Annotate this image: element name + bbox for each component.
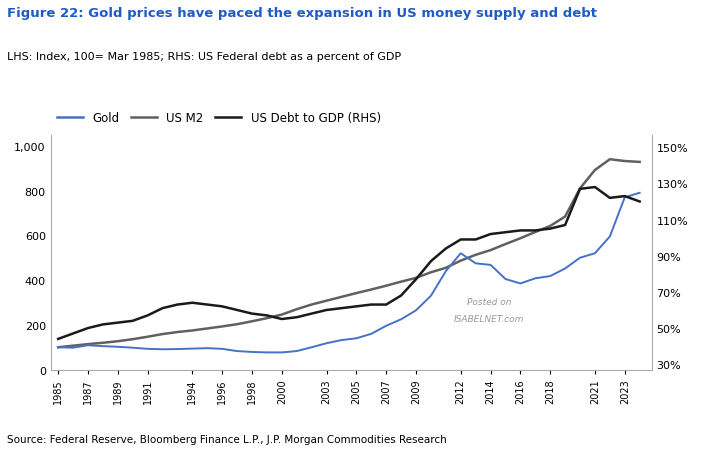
Text: Source: Federal Reserve, Bloomberg Finance L.P., J.P. Morgan Commodities Researc: Source: Federal Reserve, Bloomberg Finan… <box>7 434 447 444</box>
Legend: Gold, US M2, US Debt to GDP (RHS): Gold, US M2, US Debt to GDP (RHS) <box>56 112 381 125</box>
Text: ISABELNET.com: ISABELNET.com <box>454 314 525 323</box>
Text: LHS: Index, 100= Mar 1985; RHS: US Federal debt as a percent of GDP: LHS: Index, 100= Mar 1985; RHS: US Feder… <box>7 52 401 62</box>
Text: Figure 22: Gold prices have paced the expansion in US money supply and debt: Figure 22: Gold prices have paced the ex… <box>7 7 597 20</box>
Text: Posted on: Posted on <box>467 298 512 307</box>
